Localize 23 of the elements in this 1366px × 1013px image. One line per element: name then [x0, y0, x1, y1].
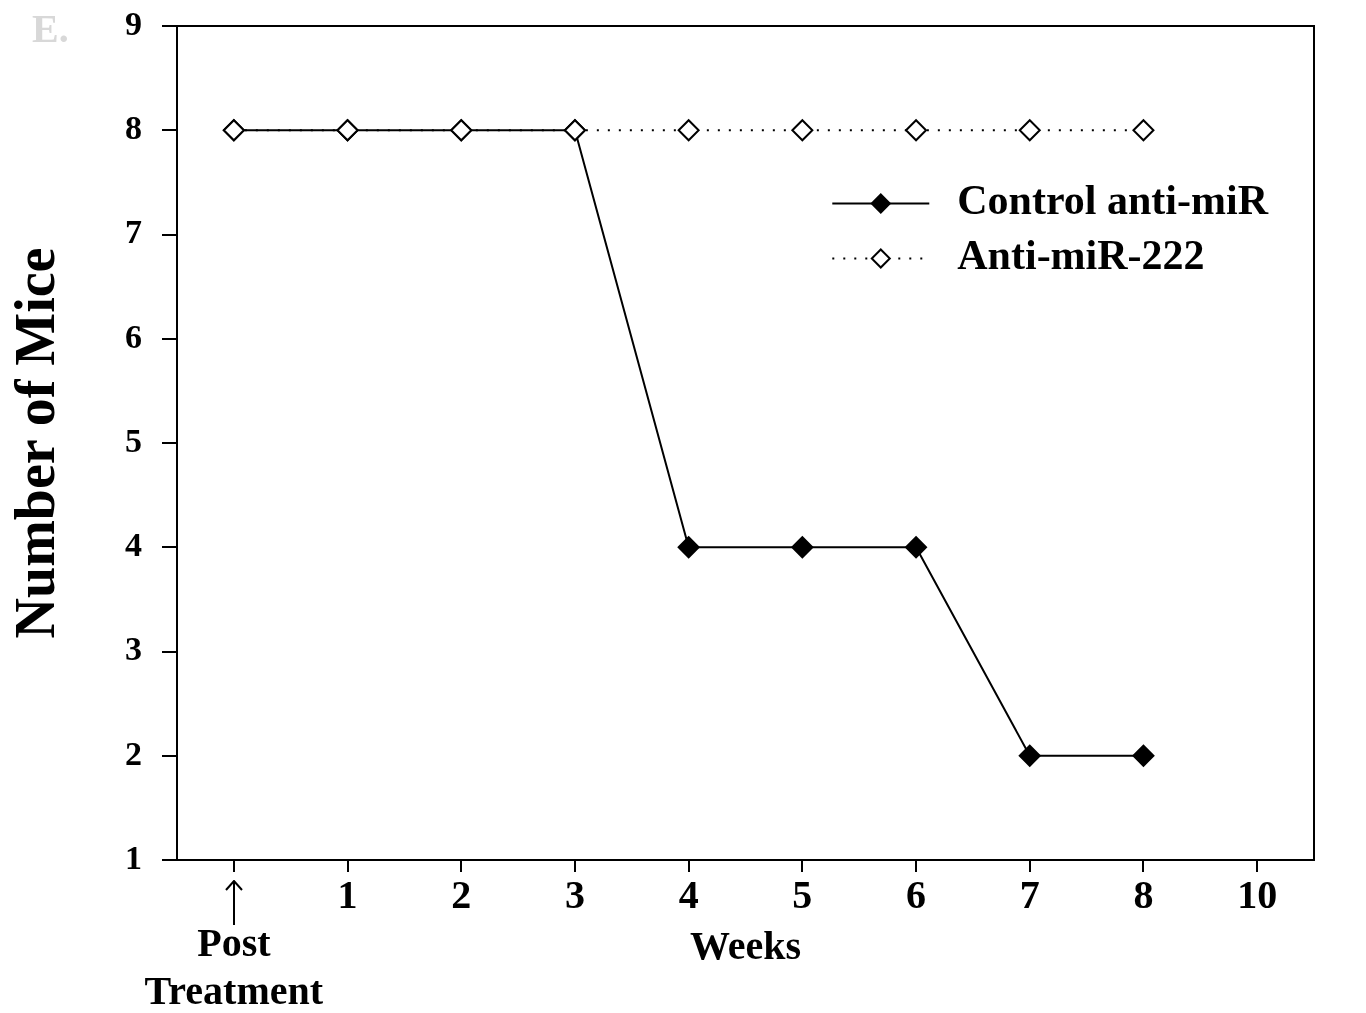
- x-tick-label: 3: [564, 872, 585, 918]
- y-tick-label: 3: [125, 630, 142, 668]
- y-tick-label: 4: [125, 526, 142, 564]
- y-tick-label: 8: [125, 109, 142, 147]
- y-tick-label: 5: [125, 421, 142, 459]
- x-tick-label: 2: [451, 872, 472, 918]
- x-axis-title: Weeks: [689, 923, 802, 969]
- x-tick-label: 1: [337, 872, 358, 918]
- y-tick-label: 2: [125, 734, 142, 772]
- x-tick-label: 7: [1019, 872, 1040, 918]
- x-tick-label: 5: [792, 872, 813, 918]
- legend-label: Anti-miR-222: [957, 232, 1205, 279]
- y-tick-label: 9: [125, 4, 142, 42]
- y-axis-title: Number of Mice: [4, 247, 67, 639]
- y-tick-label: 1: [125, 838, 142, 876]
- x-tick-label: 8: [1133, 872, 1154, 918]
- legend-label: Control anti-miR: [957, 177, 1269, 224]
- x-tick-label: 10: [1237, 872, 1278, 918]
- x-tick-label: Post Treatment: [144, 920, 324, 1013]
- y-tick-label: 7: [125, 213, 142, 251]
- y-tick-label: 6: [125, 317, 142, 355]
- x-tick-label: 6: [906, 872, 927, 918]
- x-tick-label: 4: [678, 872, 699, 918]
